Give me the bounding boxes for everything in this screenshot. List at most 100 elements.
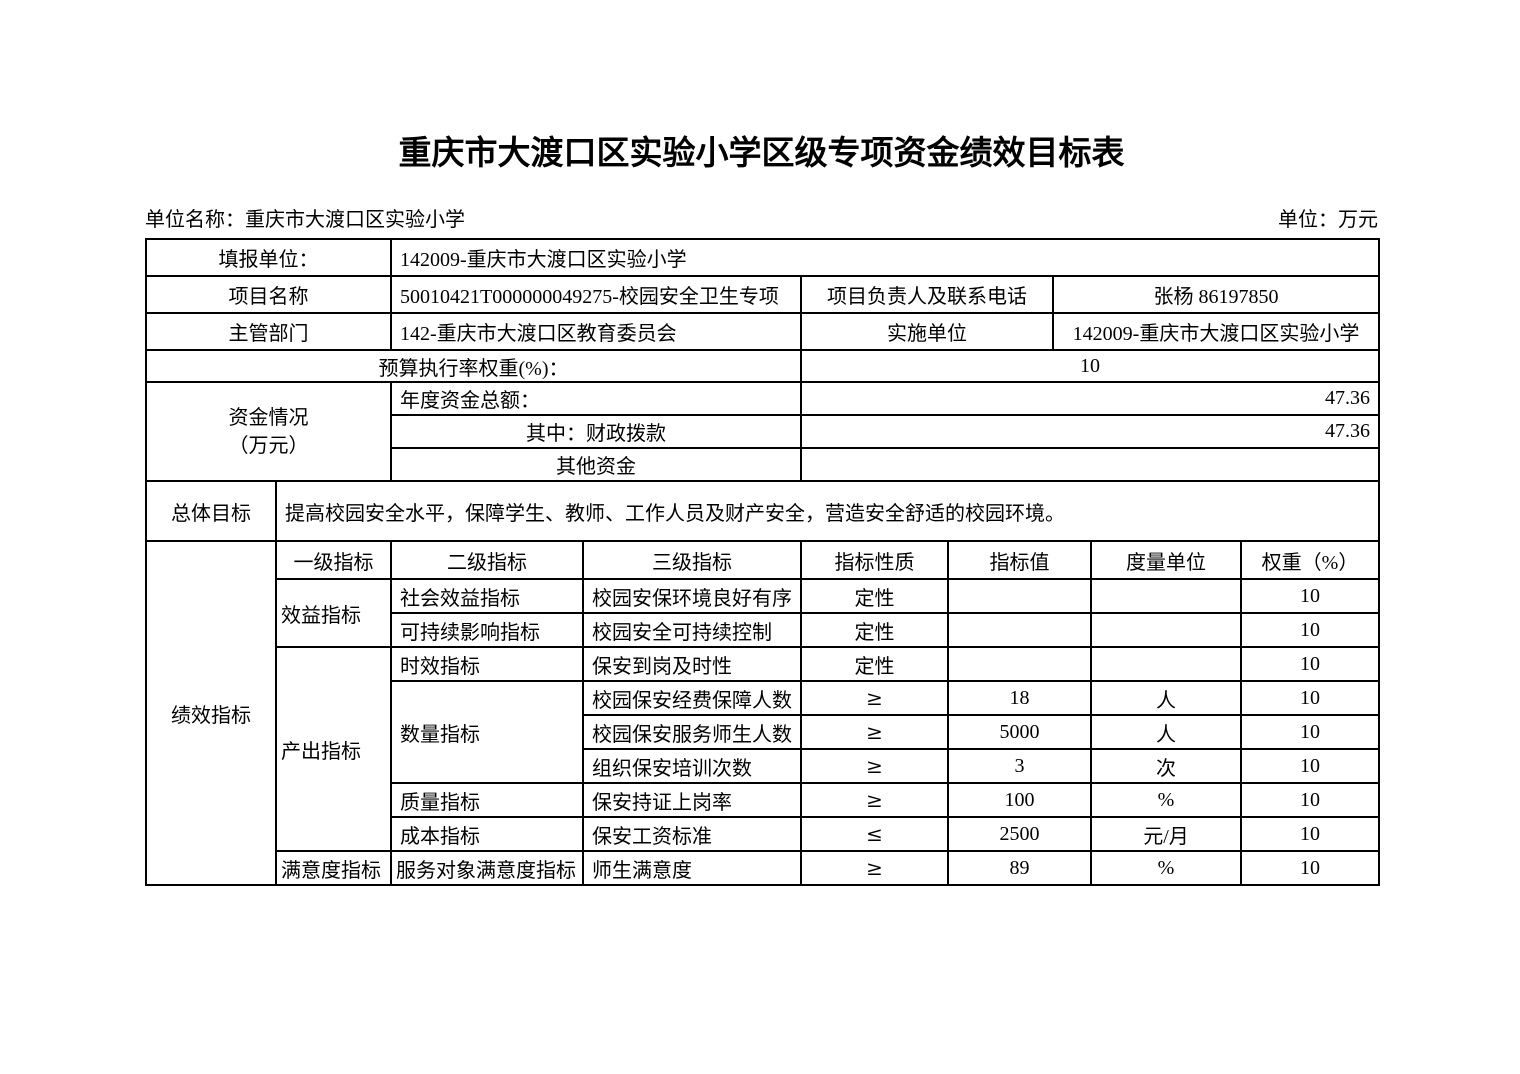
level3-cell: 师生满意度 [582, 850, 802, 886]
table-row: 预算执行率权重(%)： 10 [145, 349, 1380, 383]
funds-fiscal-value: 47.36 [800, 414, 1380, 449]
table-row: 校园保安服务师生人数 ≥ 5000 人 10 [146, 714, 1380, 750]
header-weight: 权重（%） [1240, 540, 1380, 580]
header-level3: 三级指标 [582, 540, 802, 580]
value-cell: 100 [947, 782, 1092, 818]
nature-cell: 定性 [800, 612, 949, 648]
level2-cell: 时效指标 [390, 646, 584, 682]
weight-cell: 10 [1240, 714, 1380, 750]
dept-value: 142-重庆市大渡口区教育委员会 [390, 312, 802, 351]
level3-cell: 保安到岗及时性 [582, 646, 802, 682]
unit-cell [1090, 578, 1242, 614]
unit-cell: 人 [1090, 680, 1242, 716]
nature-cell: ≤ [800, 816, 949, 852]
table-row: 质量指标 保安持证上岗率 ≥ 100 % 10 [146, 782, 1380, 818]
value-cell: 89 [947, 850, 1092, 886]
weight-cell: 10 [1240, 680, 1380, 716]
unit-cell [1090, 646, 1242, 682]
impl-unit-label: 实施单位 [800, 312, 1054, 351]
level3-cell: 组织保安培训次数 [582, 748, 802, 784]
header-unit: 度量单位 [1090, 540, 1242, 580]
project-manager-label: 项目负责人及联系电话 [800, 275, 1054, 314]
funds-fiscal-label: 其中：财政拨款 [390, 414, 802, 449]
funds-section-label: 资金情况 （万元） [145, 381, 392, 482]
impl-unit-value: 142009-重庆市大渡口区实验小学 [1052, 312, 1380, 351]
goal-table: 总体目标 提高校园安全水平，保障学生、教师、工作人员及财产安全，营造安全舒适的校… [145, 480, 1380, 542]
level3-cell: 保安工资标准 [582, 816, 802, 852]
table-row: 效益指标 社会效益指标 校园安保环境良好有序 定性 10 [146, 578, 1380, 648]
level3-cell: 校园保安服务师生人数 [582, 714, 802, 750]
level2-quality: 质量指标 [390, 782, 584, 818]
weight-cell: 10 [1240, 816, 1380, 852]
weight-cell: 10 [1240, 782, 1380, 818]
level2-cell: 服务对象满意度指标 [390, 850, 584, 886]
funds-total-label: 年度资金总额： [390, 381, 802, 416]
funds-other-value [800, 447, 1380, 482]
weight-cell: 10 [1240, 578, 1380, 614]
unit-name-note: 单位名称：重庆市大渡口区实验小学 [145, 209, 465, 231]
indicators-header-row: 绩效指标 一级指标 二级指标 三级指标 指标性质 指标值 度量单位 权重（%） [145, 540, 1380, 886]
nature-cell: ≥ [800, 714, 949, 750]
level2-cell: 可持续影响指标 [390, 612, 584, 648]
level3-cell: 校园安全可持续控制 [582, 612, 802, 648]
level1-benefit: 效益指标 [275, 578, 392, 648]
level2-cost: 成本指标 [390, 816, 584, 852]
level1-satisfaction: 满意度指标 [275, 850, 392, 886]
overall-goal-label: 总体目标 [145, 480, 277, 542]
fill-unit-value: 142009-重庆市大渡口区实验小学 [390, 238, 1380, 277]
project-name-value: 50010421T000000049275-校园安全卫生专项 [390, 275, 802, 314]
header-level2: 二级指标 [390, 540, 584, 580]
project-name-label: 项目名称 [145, 275, 392, 314]
table-row: 项目名称 50010421T000000049275-校园安全卫生专项 项目负责… [145, 275, 1380, 314]
table-row: 满意度指标 服务对象满意度指标 师生满意度 ≥ 89 % 10 [146, 850, 1380, 886]
project-manager-value: 张杨 86197850 [1052, 275, 1380, 314]
weight-cell: 10 [1240, 612, 1380, 648]
level2-quantity: 数量指标 [390, 680, 584, 784]
funds-other-label: 其他资金 [390, 447, 802, 482]
table-row: 其中：财政拨款 47.36 [146, 414, 1380, 449]
level2-cell: 社会效益指标 [390, 578, 584, 614]
table-row: 其他资金 [146, 447, 1380, 482]
performance-target-table: 填报单位： 142009-重庆市大渡口区实验小学 项目名称 50010421T0… [145, 238, 1380, 886]
budget-rate-label: 预算执行率权重(%)： [145, 349, 802, 383]
weight-cell: 10 [1240, 748, 1380, 784]
currency-unit-note: 单位：万元 [1278, 209, 1378, 231]
weight-cell: 10 [1240, 646, 1380, 682]
unit-cell [1090, 612, 1242, 648]
budget-rate-value: 10 [800, 349, 1380, 383]
table-row: 资金情况 （万元） 年度资金总额： 47.36 [145, 381, 1380, 482]
value-cell [947, 578, 1092, 614]
funds-total-value: 47.36 [800, 381, 1380, 416]
header-value: 指标值 [947, 540, 1092, 580]
value-cell: 5000 [947, 714, 1092, 750]
nature-cell: ≥ [800, 850, 949, 886]
level3-cell: 校园安保环境良好有序 [582, 578, 802, 614]
nature-cell: ≥ [800, 748, 949, 784]
unit-cell: 元/月 [1090, 816, 1242, 852]
fill-unit-label: 填报单位： [145, 238, 392, 277]
table-row: 总体目标 提高校园安全水平，保障学生、教师、工作人员及财产安全，营造安全舒适的校… [145, 480, 1380, 542]
value-cell [947, 646, 1092, 682]
header-nature: 指标性质 [800, 540, 949, 580]
level3-cell: 保安持证上岗率 [582, 782, 802, 818]
value-cell [947, 612, 1092, 648]
value-cell: 18 [947, 680, 1092, 716]
value-cell: 3 [947, 748, 1092, 784]
level1-output: 产出指标 [275, 646, 392, 852]
overall-goal-text: 提高校园安全水平，保障学生、教师、工作人员及财产安全，营造安全舒适的校园环境。 [275, 480, 1380, 542]
level3-cell: 校园保安经费保障人数 [582, 680, 802, 716]
table-row: 填报单位： 142009-重庆市大渡口区实验小学 [145, 238, 1380, 277]
unit-cell: % [1090, 782, 1242, 818]
page-title: 重庆市大渡口区实验小学区级专项资金绩效目标表 [398, 134, 1125, 171]
table-row: 可持续影响指标 校园安全可持续控制 定性 10 [146, 612, 1380, 648]
unit-cell: % [1090, 850, 1242, 886]
nature-cell: ≥ [800, 782, 949, 818]
table-row: 成本指标 保安工资标准 ≤ 2500 元/月 10 [146, 816, 1380, 852]
table-row: 数量指标 校园保安经费保障人数 ≥ 18 人 10 [146, 680, 1380, 784]
indicators-section-label: 绩效指标 [145, 540, 277, 886]
dept-label: 主管部门 [145, 312, 392, 351]
indicators-table: 绩效指标 一级指标 二级指标 三级指标 指标性质 指标值 度量单位 权重（%） … [145, 540, 1380, 886]
unit-cell: 人 [1090, 714, 1242, 750]
header-level1: 一级指标 [275, 540, 392, 580]
